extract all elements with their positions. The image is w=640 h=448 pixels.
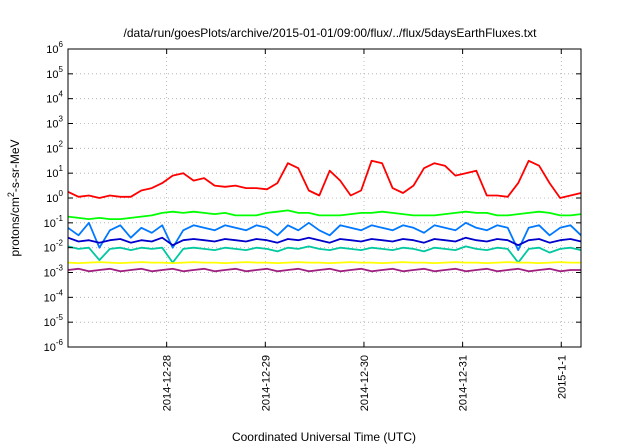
y-tick-label: 10-1 xyxy=(44,214,64,230)
y-tick-label-base: 10 xyxy=(44,218,56,230)
chart-title: /data/run/goesPlots/archive/2015-01-01/0… xyxy=(124,26,538,40)
series-line-5 xyxy=(67,245,582,264)
series-line-3 xyxy=(67,221,582,252)
x-tick-label: 2015-1-1 xyxy=(556,355,568,399)
y-tick-label: 104 xyxy=(46,90,63,106)
y-tick-label-exp: -5 xyxy=(56,313,64,322)
x-tick-label: 2014-12-29 xyxy=(260,355,272,411)
y-tick-label: 10-4 xyxy=(44,288,64,304)
y-tick-label-base: 10 xyxy=(46,193,58,205)
series-line-7 xyxy=(67,267,581,273)
x-tick-label: 2014-12-31 xyxy=(458,355,470,411)
y-tick-label: 100 xyxy=(46,189,63,205)
y-tick-label-exp: 3 xyxy=(59,115,64,124)
y-tick-label-exp: -2 xyxy=(56,239,64,248)
y-tick-label-exp: -3 xyxy=(56,264,64,273)
y-tick-label: 101 xyxy=(46,164,63,180)
grid-lines xyxy=(68,49,581,347)
y-tick-label-base: 10 xyxy=(46,44,58,56)
y-tick-label-base: 10 xyxy=(44,317,56,329)
y-tick-label-exp: 6 xyxy=(59,40,64,49)
y-tick-label-exp: -4 xyxy=(56,288,64,297)
y-tick-label-exp: -1 xyxy=(56,214,64,223)
y-tick-label: 10-5 xyxy=(44,313,64,329)
x-axis-ticks: 2014-12-28 2014-12-29 2014-12-30 2014-12-31… xyxy=(162,49,568,411)
x-axis-label: Coordinated Universal Time (UTC) xyxy=(232,430,416,444)
y-axis-label-rest: -s-sr-MeV xyxy=(8,139,22,192)
y-axis-ticks: 10-610-510-410-310-210-11001011021031041… xyxy=(44,40,581,354)
y-tick-label-base: 10 xyxy=(46,119,58,131)
y-tick-label-base: 10 xyxy=(46,143,58,155)
series-line-1 xyxy=(67,159,582,199)
y-tick-label-base: 10 xyxy=(44,268,56,280)
y-tick-label-base: 10 xyxy=(44,243,56,255)
y-tick-label: 103 xyxy=(46,115,63,131)
series-line-2 xyxy=(67,209,582,221)
series-line-6 xyxy=(67,261,581,265)
y-tick-label: 10-2 xyxy=(44,239,64,255)
y-tick-label-exp: 4 xyxy=(59,90,64,99)
series-line-4 xyxy=(67,236,582,247)
y-tick-label-base: 10 xyxy=(46,69,58,81)
y-tick-label: 10-3 xyxy=(44,264,64,280)
series-layer xyxy=(67,159,582,273)
x-tick-label: 2014-12-30 xyxy=(359,355,371,411)
y-tick-label-exp: 0 xyxy=(59,189,64,198)
y-tick-label-exp: 5 xyxy=(59,65,64,74)
y-axis-label: protons/cm2-s-sr-MeV xyxy=(6,139,22,256)
y-tick-label-base: 10 xyxy=(46,94,58,106)
y-tick-label: 102 xyxy=(46,139,63,155)
x-tick-label: 2014-12-28 xyxy=(162,355,174,411)
y-axis-label-sup: 2 xyxy=(6,192,16,197)
y-tick-label: 105 xyxy=(46,65,63,81)
y-tick-label-exp: -6 xyxy=(56,338,64,347)
y-tick-label-base: 10 xyxy=(46,168,58,180)
y-tick-label-base: 10 xyxy=(44,292,56,304)
y-axis-label-base: protons/cm xyxy=(8,197,22,256)
y-tick-label-exp: 1 xyxy=(59,164,64,173)
y-tick-label-exp: 2 xyxy=(59,139,64,148)
y-tick-label-base: 10 xyxy=(44,342,56,354)
y-tick-label: 106 xyxy=(46,40,63,56)
y-tick-label: 10-6 xyxy=(44,338,64,354)
